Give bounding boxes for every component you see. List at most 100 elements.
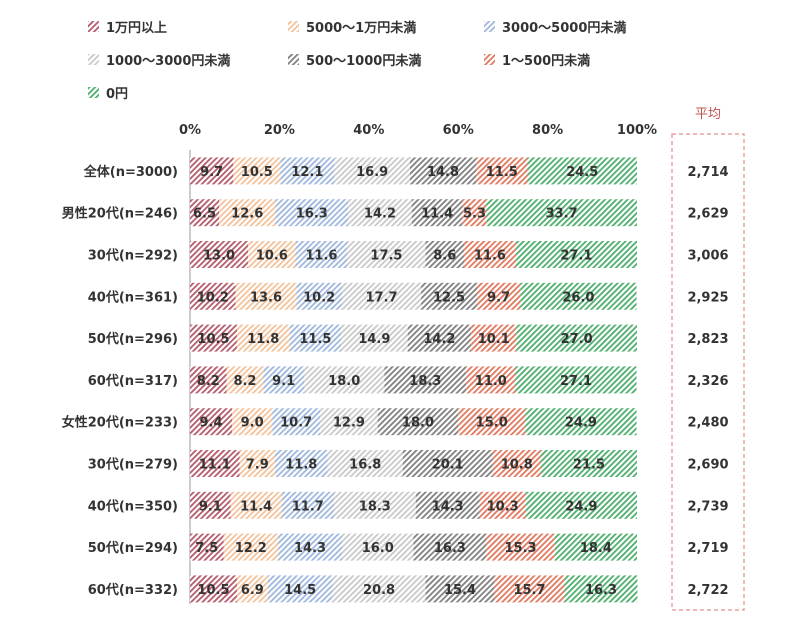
bar-segment-3000-5000 <box>272 408 321 436</box>
bar-segment-1000-3000 <box>327 450 403 477</box>
x-tick-label: 40% <box>353 123 384 138</box>
x-tick-label: 60% <box>443 123 474 138</box>
bar-segment-5000-1 <box>235 282 297 310</box>
average-value: 2,823 <box>687 332 728 347</box>
bar-segment-3000-5000 <box>274 450 328 477</box>
bar-segment-0 <box>525 491 637 519</box>
data-label: 13.0 <box>203 249 235 264</box>
data-label: 12.6 <box>231 207 263 222</box>
data-label: 8.2 <box>197 374 220 389</box>
bar-segment-1-500 <box>471 324 517 352</box>
data-label: 16.3 <box>585 583 617 598</box>
bar-row: 60代(n=317) 8.2 8.2 9.1 18.0 18.3 11.0 27.1 2,326 <box>88 366 729 394</box>
bar-segment-5000-1 <box>232 408 273 436</box>
bar-segment-1-500 <box>479 491 526 519</box>
data-label: 10.2 <box>303 290 335 305</box>
data-label: 16.3 <box>434 541 466 556</box>
bar-row: 女性20代(n=233) 9.4 9.0 10.7 12.9 18.0 15.0 24.9 2,… <box>62 408 729 436</box>
bar-segment-1 <box>190 324 237 352</box>
data-label: 18.3 <box>359 499 391 514</box>
data-label: 11.1 <box>199 458 231 473</box>
average-title: 平均 <box>695 107 721 122</box>
category-label: 50代(n=294) <box>88 540 178 556</box>
average-value: 2,714 <box>687 165 728 180</box>
data-label: 14.3 <box>432 499 464 514</box>
average-panel: 平均 <box>671 107 745 611</box>
bar-segment-0 <box>527 157 637 185</box>
average-value: 2,719 <box>687 541 728 556</box>
bar-segment-1-500 <box>466 366 516 394</box>
data-label: 6.9 <box>241 583 264 598</box>
data-label: 20.1 <box>432 458 464 473</box>
data-label: 15.3 <box>505 541 537 556</box>
bar-segment-3000-5000 <box>278 533 342 561</box>
bar-segment-500-1000 <box>421 282 477 310</box>
category-label: 60代(n=317) <box>88 373 178 389</box>
data-label: 14.8 <box>427 165 459 180</box>
bar-segment-1-500 <box>494 575 565 603</box>
data-label: 15.0 <box>476 416 508 431</box>
data-label: 27.1 <box>560 249 592 264</box>
bar-segment-500-1000 <box>415 491 480 519</box>
bar-segment-1-500 <box>476 282 521 310</box>
average-value: 2,326 <box>687 374 728 389</box>
data-label: 24.9 <box>565 499 597 514</box>
category-label: 40代(n=361) <box>88 289 178 305</box>
data-label: 14.3 <box>294 541 326 556</box>
legend-label-0: 1万円以上 <box>106 21 167 36</box>
data-label: 16.9 <box>356 165 388 180</box>
data-label: 11.4 <box>421 207 453 222</box>
bar-segment-5000-1 <box>219 199 276 227</box>
bar-segment-1000-3000 <box>341 324 408 352</box>
bar-segment-5000-1 <box>248 241 296 268</box>
bar-segment-500-1000 <box>425 241 465 268</box>
bar-segment-0 <box>515 241 637 268</box>
data-label: 11.0 <box>475 374 507 389</box>
data-label: 12.5 <box>433 290 465 305</box>
bar-segment-0 <box>554 533 637 561</box>
data-label: 6.5 <box>193 207 216 222</box>
bar-segment-1-500 <box>486 533 555 561</box>
bar-segment-0 <box>516 324 637 352</box>
average-value: 2,925 <box>687 290 728 305</box>
bar-segment-500-1000 <box>384 366 467 394</box>
data-label: 17.7 <box>366 290 398 305</box>
bar-row: 30代(n=279) 11.1 7.9 11.8 16.8 20.1 10.8 21.5 2,6… <box>88 450 729 477</box>
data-label: 18.0 <box>328 374 360 389</box>
category-label: 男性20代(n=246) <box>62 206 178 222</box>
data-label: 15.4 <box>444 583 476 598</box>
data-label: 9.7 <box>487 290 510 305</box>
bar-segment-500-1000 <box>411 199 463 227</box>
bar-segment-500-1000 <box>413 533 487 561</box>
average-dashed-box <box>671 133 745 611</box>
legend-swatch-2 <box>484 21 495 32</box>
data-label: 10.5 <box>197 583 229 598</box>
category-label: 30代(n=292) <box>88 248 178 264</box>
bar-segment-1 <box>190 241 249 268</box>
bar-segment-0 <box>564 575 638 603</box>
data-label: 7.5 <box>195 541 218 556</box>
bar-segment-0 <box>540 450 637 477</box>
data-label: 14.2 <box>364 207 396 222</box>
bar-segment-1-500 <box>464 241 516 268</box>
bar-segment-1 <box>190 491 231 519</box>
bar-segment-1 <box>190 199 220 227</box>
category-label: 30代(n=279) <box>88 457 178 473</box>
data-label: 33.7 <box>546 207 578 222</box>
bar-segment-500-1000 <box>407 324 472 352</box>
legend-label-4: 500～1000円未満 <box>306 53 421 69</box>
data-label: 9.0 <box>241 416 264 431</box>
bar-segment-1-500 <box>492 450 541 477</box>
data-label: 11.5 <box>486 165 518 180</box>
bar-segment-0 <box>525 408 637 436</box>
bar-segment-5000-1 <box>230 491 282 519</box>
data-label: 10.5 <box>241 165 273 180</box>
data-label: 24.5 <box>566 165 598 180</box>
bar-segment-500-1000 <box>409 157 477 185</box>
bar-segment-0 <box>520 282 637 310</box>
bar-rows: 全体(n=3000) 9.7 10.5 12.1 16.9 14.8 11.5 24.5 2,7… <box>62 157 729 603</box>
data-label: 9.1 <box>272 374 295 389</box>
x-tick-label: 100% <box>617 123 657 138</box>
bar-segment-1-500 <box>458 408 526 436</box>
bar-row: 40代(n=350) 9.1 11.4 11.7 18.3 14.3 10.3 24.9 2,7… <box>88 491 729 519</box>
